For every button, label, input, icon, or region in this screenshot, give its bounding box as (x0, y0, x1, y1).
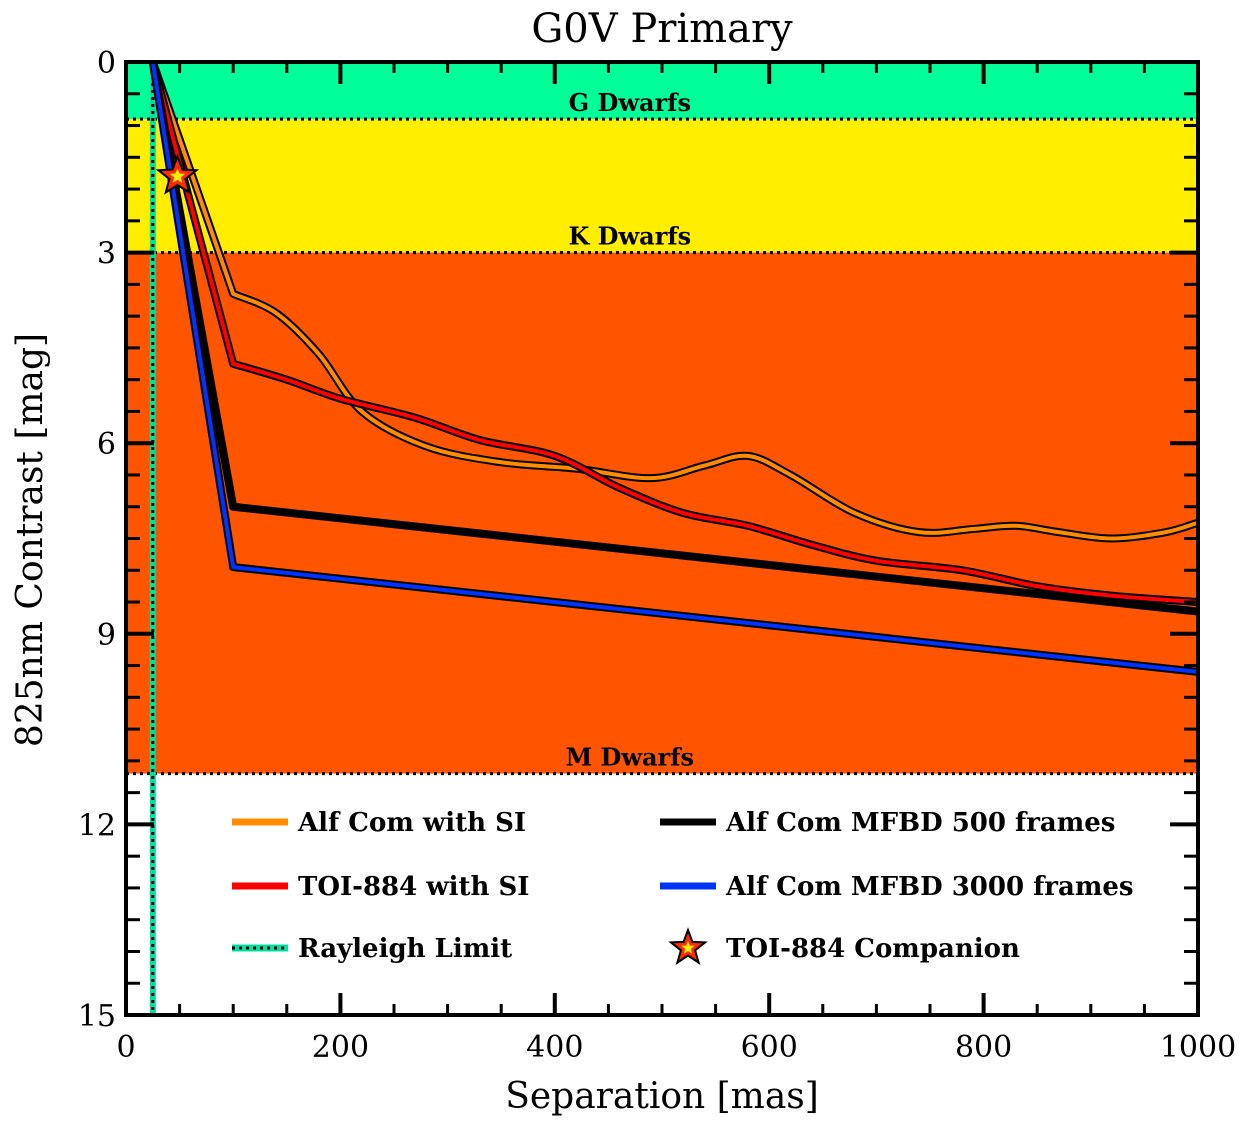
legend-label-alf-com-mfbd-500-frames: Alf Com MFBD 500 frames (725, 808, 1115, 838)
series-line-alf-com-with-si (150, 62, 1198, 541)
legend-label-alf-com-mfbd-3000-frames: Alf Com MFBD 3000 frames (725, 872, 1134, 902)
band-k-dwarfs (126, 119, 1198, 253)
x-tick-label: 1000 (1160, 1030, 1236, 1065)
x-tick-label: 200 (312, 1030, 369, 1065)
x-tick-label: 400 (526, 1030, 583, 1065)
legend-label-toi-884-with-si: TOI-884 with SI (298, 872, 529, 902)
y-axis-label: 825nm Contrast [mag] (10, 333, 51, 747)
band-label-m-dwarfs: M Dwarfs (566, 743, 694, 772)
y-tick-label: 0 (97, 46, 116, 81)
y-tick-label: 15 (78, 999, 116, 1034)
plot-area: G Dwarfs K Dwarfs M Dwarfs Alf Com with SI T… (78, 46, 1236, 1065)
y-tick-label: 9 (97, 618, 116, 653)
x-tick-label: 0 (116, 1030, 135, 1065)
y-tick-label: 3 (97, 237, 116, 272)
band-label-k-dwarfs: K Dwarfs (568, 222, 691, 251)
x-tick-label: 600 (741, 1030, 798, 1065)
y-tick-label: 6 (97, 427, 116, 462)
series-line-toi-884-with-si (150, 62, 1198, 605)
marker-toi-884-companion-core (169, 168, 186, 183)
legend-label-rayleigh-limit: Rayleigh Limit (298, 934, 512, 964)
x-tick-label: 800 (955, 1030, 1012, 1065)
y-tick-label: 12 (78, 808, 116, 843)
band-label-g-dwarfs: G Dwarfs (569, 88, 691, 117)
legend-label-alf-com-with-si: Alf Com with SI (297, 808, 526, 838)
legend-swatch-core-toi-884-companion (681, 941, 695, 954)
series-group (148, 62, 1198, 1015)
series-line-alf-com-mfbd-3000-frames (150, 62, 1198, 674)
legend-label-toi-884-companion: TOI-884 Companion (726, 934, 1020, 964)
chart-title: G0V Primary (531, 6, 793, 52)
x-axis-label: Separation [mas] (505, 1076, 819, 1117)
